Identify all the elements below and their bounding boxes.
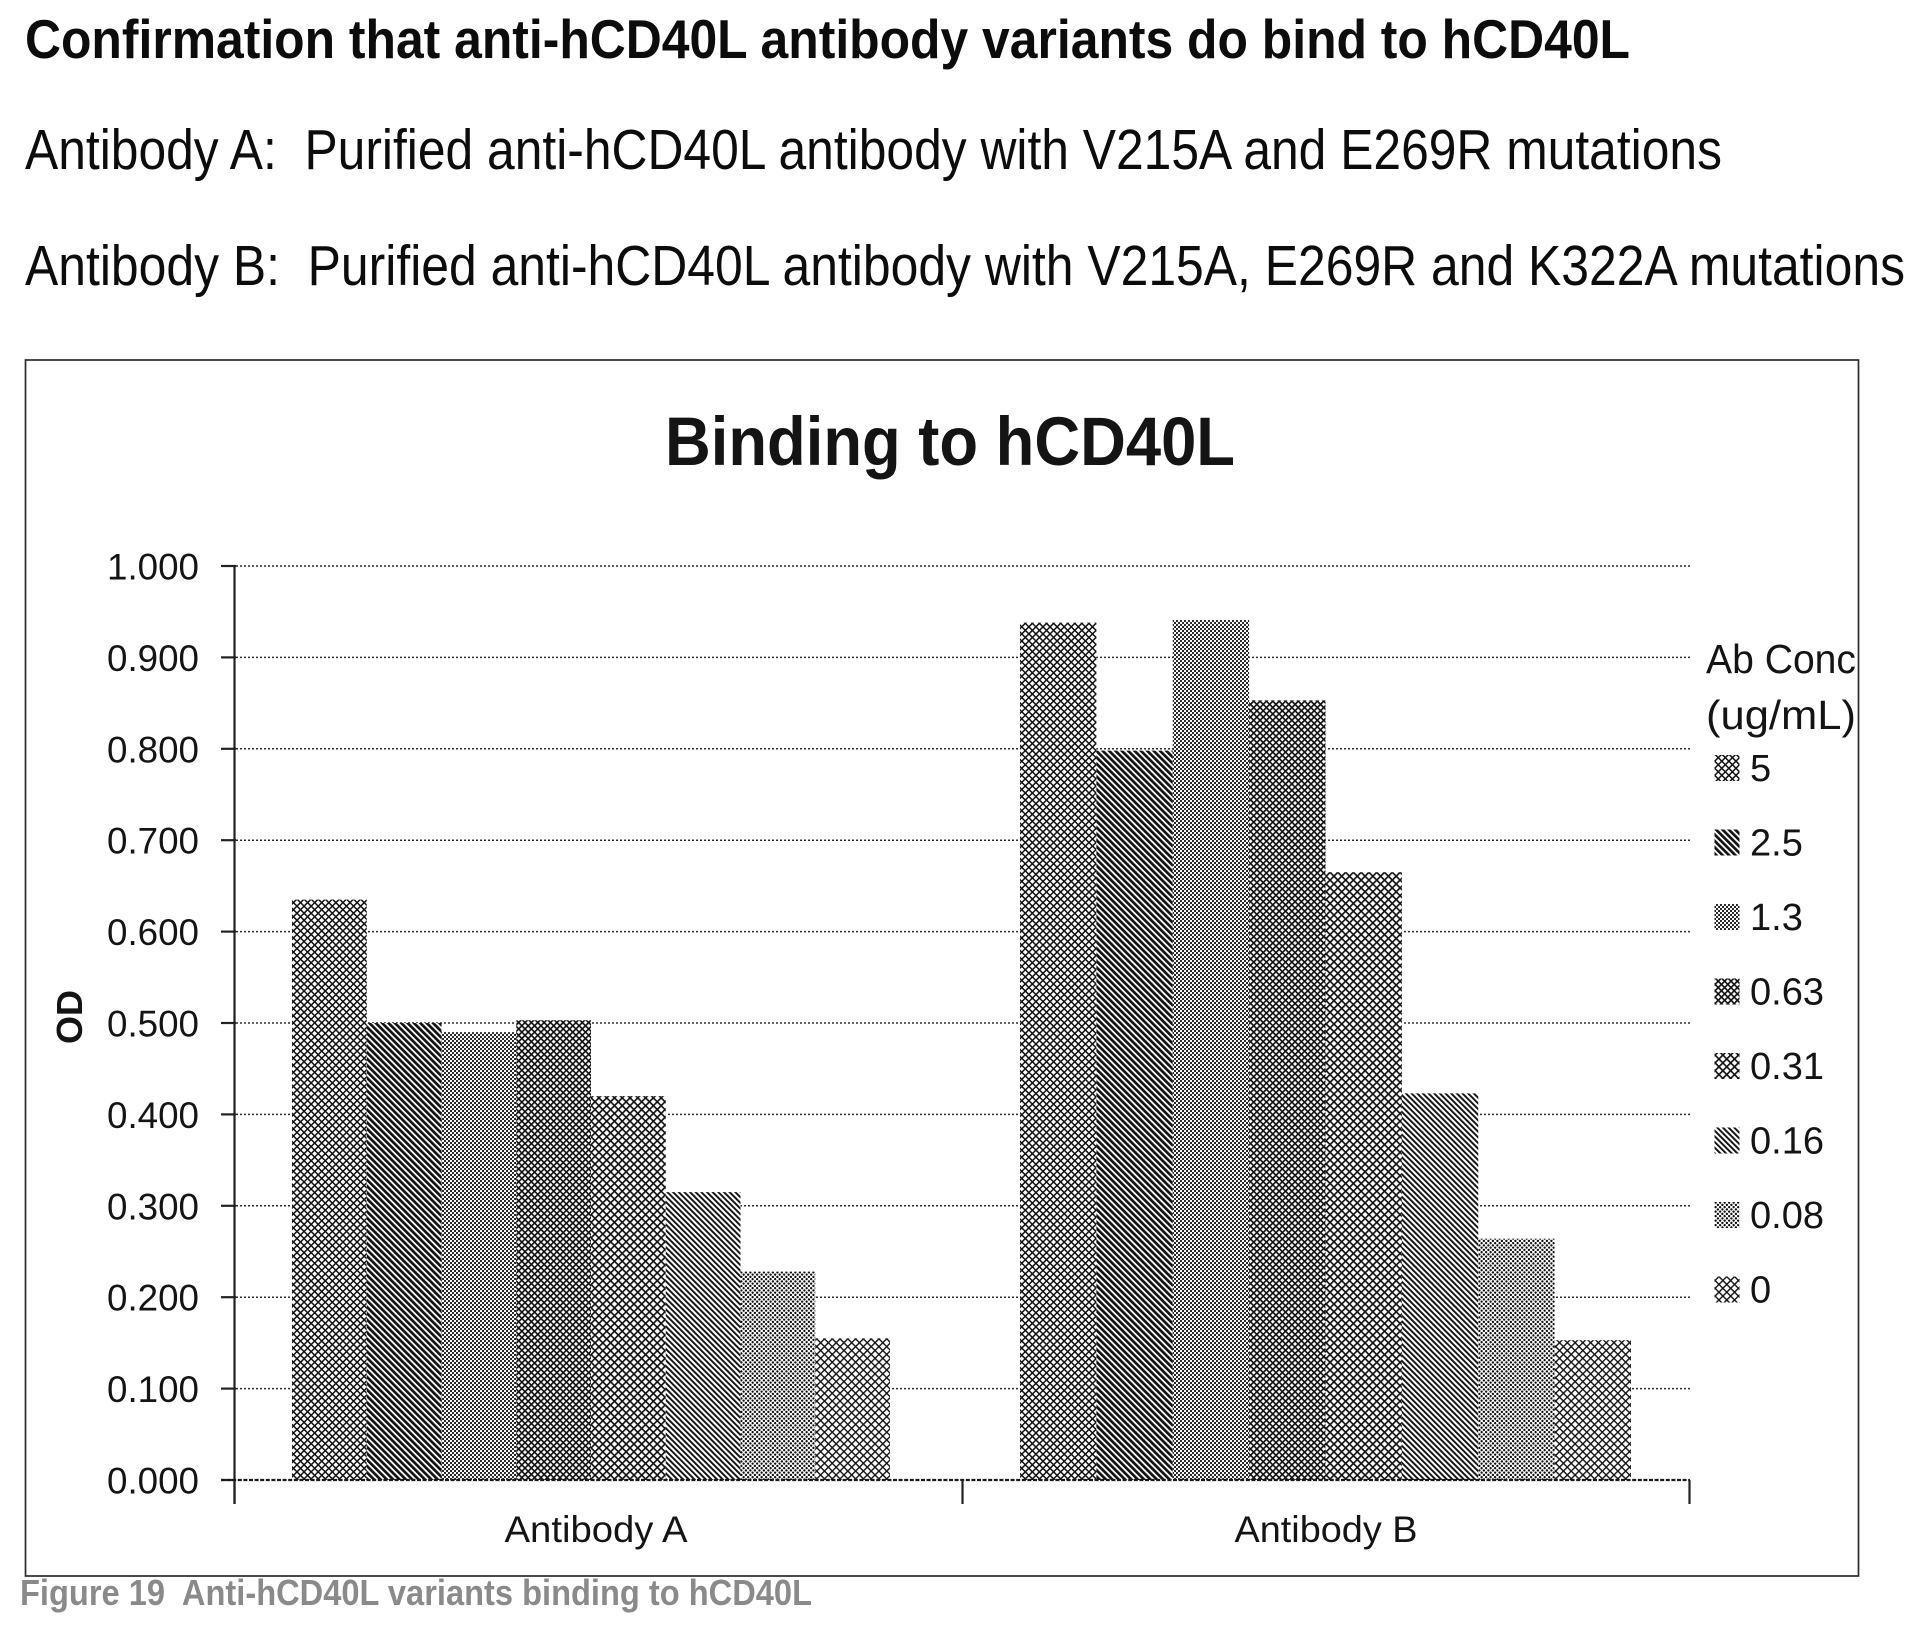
svg-text:Ab Conc: Ab Conc <box>1706 636 1856 682</box>
svg-text:Figure 19 Anti-hCD40L variant: Figure 19 Anti-hCD40L variants binding t… <box>20 1572 812 1613</box>
svg-text:Antibody B: Purified anti-hCD: Antibody B: Purified anti-hCD40L antibod… <box>25 234 1905 298</box>
svg-text:2.5: 2.5 <box>1750 823 1803 865</box>
svg-text:1.3: 1.3 <box>1750 897 1803 939</box>
svg-text:5: 5 <box>1750 748 1771 790</box>
svg-text:Antibody A: Purified anti-hCD: Antibody A: Purified anti-hCD40L antibod… <box>25 118 1722 182</box>
svg-text:0.63: 0.63 <box>1750 972 1824 1014</box>
svg-text:0.600: 0.600 <box>107 912 199 953</box>
svg-text:0.700: 0.700 <box>107 821 199 862</box>
svg-text:0.16: 0.16 <box>1750 1121 1824 1163</box>
svg-text:0.500: 0.500 <box>107 1004 199 1045</box>
svg-text:Binding to hCD40L: Binding to hCD40L <box>665 403 1235 480</box>
svg-text:0.08: 0.08 <box>1750 1195 1824 1237</box>
svg-text:0.000: 0.000 <box>107 1461 199 1502</box>
svg-text:OD: OD <box>49 990 90 1044</box>
svg-text:Antibody A: Antibody A <box>505 1509 688 1550</box>
svg-text:0: 0 <box>1750 1270 1771 1312</box>
svg-text:0.900: 0.900 <box>107 638 199 679</box>
svg-text:0.300: 0.300 <box>107 1186 199 1227</box>
svg-text:(ug/mL): (ug/mL) <box>1706 692 1856 738</box>
svg-text:Antibody B: Antibody B <box>1235 1509 1418 1550</box>
svg-text:1.000: 1.000 <box>107 547 199 588</box>
svg-text:0.31: 0.31 <box>1750 1046 1824 1088</box>
svg-text:0.400: 0.400 <box>107 1095 199 1136</box>
svg-text:0.200: 0.200 <box>107 1278 199 1319</box>
svg-text:Confirmation that anti-hCD40L: Confirmation that anti-hCD40L antibody v… <box>25 8 1630 70</box>
svg-text:0.800: 0.800 <box>107 729 199 770</box>
svg-text:0.100: 0.100 <box>107 1369 199 1410</box>
